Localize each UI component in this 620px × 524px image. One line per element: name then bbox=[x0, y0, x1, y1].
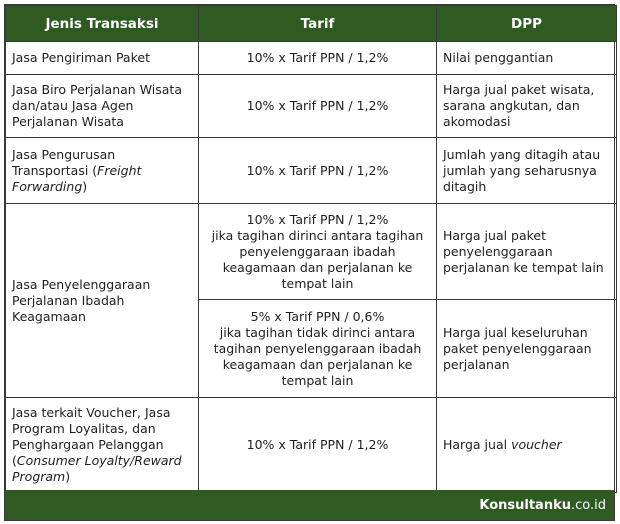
table-row: Jasa Pengiriman Paket 10% x Tarif PPN / … bbox=[5, 41, 617, 75]
table-row: 5% x Tarif PPN / 0,6% jika tagihan tidak… bbox=[6, 299, 617, 398]
table-row: Jasa Pengurusan Transportasi (Freight Fo… bbox=[5, 137, 617, 204]
cell-jenis-italic: Freight Forwarding bbox=[12, 162, 142, 194]
table-row: Jasa terkait Voucher, Jasa Program Loyal… bbox=[5, 397, 617, 493]
cell-jenis: Jasa terkait Voucher, Jasa Program Loyal… bbox=[5, 397, 199, 493]
table-row: Jasa Biro Perjalanan Wisata dan/atau Jas… bbox=[5, 74, 617, 138]
cell-jenis-text: Jasa Pengurusan Transportasi ( bbox=[12, 146, 116, 178]
cell-tarif: 10% x Tarif PPN / 1,2% bbox=[198, 41, 437, 75]
tarif-rate: 5% x Tarif PPN / 0,6% bbox=[250, 308, 385, 324]
cell-dpp: Harga jual paket wisata, sarana angkutan… bbox=[436, 74, 617, 138]
cell-tarif: 5% x Tarif PPN / 0,6% jika tagihan tidak… bbox=[198, 299, 437, 398]
cell-dpp-text: Harga jual bbox=[443, 437, 512, 452]
cell-tarif: 10% x Tarif PPN / 1,2% bbox=[198, 74, 437, 138]
brand-name: Konsultanku bbox=[479, 497, 571, 513]
cell-jenis-text-end: ) bbox=[65, 469, 71, 484]
tarif-rate: 10% x Tarif PPN / 1,2% bbox=[246, 211, 389, 227]
cell-dpp: Harga jual paket penyelenggaraan perjala… bbox=[436, 203, 617, 300]
tariff-table-container: Jenis Transaksi Tarif DPP Jasa Pengirima… bbox=[4, 4, 617, 521]
table-header-row: Jenis Transaksi Tarif DPP bbox=[5, 5, 617, 42]
cell-tarif: 10% x Tarif PPN / 1,2% bbox=[198, 137, 437, 204]
cell-jenis-text-end: ) bbox=[82, 178, 88, 194]
cell-jenis: Jasa Biro Perjalanan Wisata dan/atau Jas… bbox=[5, 74, 199, 138]
brand-domain: .co.id bbox=[570, 497, 606, 513]
tarif-condition: jika tagihan dirinci antara tagihan peny… bbox=[211, 227, 424, 291]
cell-jenis: Jasa Pengiriman Paket bbox=[5, 41, 199, 75]
tarif-condition: jika tagihan tidak dirinci antara tagiha… bbox=[213, 324, 422, 388]
cell-dpp: Harga jual keseluruhan paket penyelengga… bbox=[436, 299, 617, 398]
cell-dpp: Nilai penggantian bbox=[436, 41, 617, 75]
cell-jenis: Jasa Penyelenggaraan Perjalanan Ibadah K… bbox=[5, 203, 199, 398]
cell-jenis-italic: Consumer Loyalty/Reward Program bbox=[12, 453, 182, 484]
cell-jenis: Jasa Pengurusan Transportasi (Freight Fo… bbox=[5, 137, 199, 204]
cell-dpp: Harga jual voucher bbox=[436, 397, 617, 493]
footer-bar: Konsultanku .co.id bbox=[5, 490, 614, 520]
cell-tarif: 10% x Tarif PPN / 1,2% jika tagihan diri… bbox=[198, 203, 437, 300]
table-row: Jasa Penyelenggaraan Perjalanan Ibadah K… bbox=[5, 203, 617, 398]
header-jenis-transaksi: Jenis Transaksi bbox=[5, 5, 199, 42]
header-tarif: Tarif bbox=[198, 5, 437, 42]
tariff-table: Jenis Transaksi Tarif DPP Jasa Pengirima… bbox=[5, 5, 617, 493]
cell-dpp: Jumlah yang ditagih atau jumlah yang seh… bbox=[436, 137, 617, 204]
cell-tarif: 10% x Tarif PPN / 1,2% bbox=[198, 397, 437, 493]
cell-jenis-text: Jasa terkait Voucher, Jasa Program Loyal… bbox=[12, 405, 171, 468]
cell-dpp-italic: voucher bbox=[511, 437, 562, 452]
header-dpp: DPP bbox=[436, 5, 617, 42]
